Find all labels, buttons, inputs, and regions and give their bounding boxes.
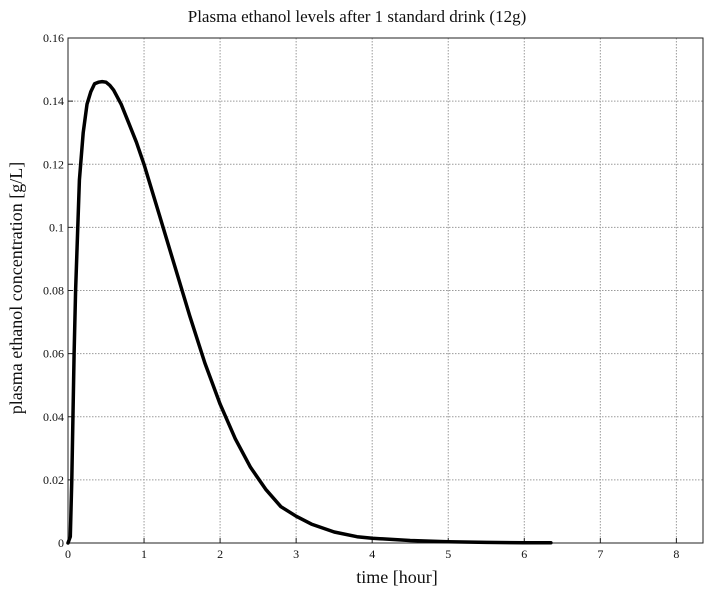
x-tick-label: 3	[293, 547, 299, 561]
x-tick-label: 4	[369, 547, 375, 561]
y-tick-label: 0.06	[43, 347, 64, 361]
plot-frame	[67, 37, 704, 544]
y-tick-label: 0.14	[43, 94, 64, 108]
y-tick-label: 0.1	[49, 220, 64, 234]
y-tick-label: 0.08	[43, 284, 64, 298]
grid	[68, 38, 703, 543]
y-tick-label: 0.16	[43, 31, 64, 45]
x-tick-label: 0	[65, 547, 71, 561]
x-tick-label: 8	[673, 547, 679, 561]
series-group	[66, 79, 553, 545]
y-tick-label: 0.02	[43, 473, 64, 487]
x-tick-label: 1	[141, 547, 147, 561]
y-tick-label: 0	[58, 536, 64, 550]
concentration-line	[66, 79, 553, 545]
x-tick-label: 5	[445, 547, 451, 561]
x-tick-label: 6	[521, 547, 527, 561]
x-tick-label: 2	[217, 547, 223, 561]
y-tick-label: 0.04	[43, 410, 64, 424]
y-axis-label: plasma ethanol concentration [g/L]	[6, 162, 26, 414]
y-tick-label: 0.12	[43, 157, 64, 171]
x-tick-label: 7	[597, 547, 603, 561]
axis-ticks: 0 1 2 3 4 5 6 7 8 0 0.02 0.04 0.06 0.08 0.1 0.12 0.14 0.1…	[43, 31, 679, 561]
x-axis-label: time [hour]	[356, 567, 437, 587]
chart-title: Plasma ethanol levels after 1 standard d…	[188, 7, 526, 26]
